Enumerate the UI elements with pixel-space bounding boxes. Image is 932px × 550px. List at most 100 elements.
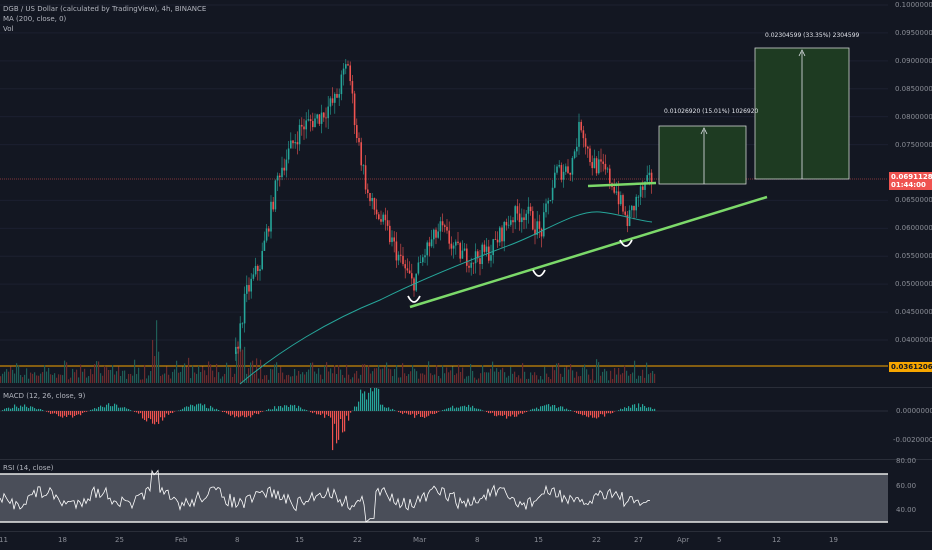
candle-body xyxy=(474,251,477,264)
macd-histogram-bar xyxy=(76,411,78,415)
volume-bar xyxy=(274,364,276,383)
volume-bar xyxy=(572,370,574,383)
volume-bar xyxy=(468,375,470,383)
candle-body xyxy=(488,246,490,261)
macd-histogram-bar xyxy=(492,411,494,413)
macd-histogram-bar xyxy=(8,407,10,411)
candle-body xyxy=(538,221,541,229)
volume-bar xyxy=(610,370,612,383)
macd-histogram-bar xyxy=(342,411,344,433)
macd-histogram-bar xyxy=(602,411,604,415)
volume-bar xyxy=(192,365,194,383)
pane-separator[interactable] xyxy=(0,387,932,388)
macd-histogram-bar xyxy=(216,408,218,411)
candle-body xyxy=(237,346,239,349)
volume-bar xyxy=(268,379,270,383)
macd-histogram-bar xyxy=(548,404,550,411)
candle-body xyxy=(446,226,448,231)
volume-bar xyxy=(172,371,174,383)
macd-histogram-bar xyxy=(4,408,6,411)
volume-bar xyxy=(262,379,264,383)
macd-histogram-bar xyxy=(632,404,634,411)
macd-histogram-bar xyxy=(558,407,560,411)
volume-bar xyxy=(318,368,320,383)
candle-body xyxy=(336,93,338,98)
volume-bar xyxy=(68,379,70,383)
volume-bar xyxy=(34,372,36,383)
rsi-legend[interactable]: RSI (14, close) xyxy=(3,464,54,472)
macd-histogram-bar xyxy=(14,404,16,411)
volume-bar xyxy=(50,374,52,383)
volume-bar xyxy=(470,364,472,383)
macd-axis-label: -0.00200000 xyxy=(893,436,932,444)
volume-bar xyxy=(184,363,186,383)
macd-histogram-bar xyxy=(540,406,542,411)
candle-body xyxy=(435,229,437,238)
macd-histogram-bar xyxy=(72,411,74,418)
macd-histogram-bar xyxy=(130,410,132,411)
macd-histogram-bar xyxy=(626,407,628,411)
candle-body xyxy=(470,262,472,268)
volume-bar xyxy=(270,368,272,383)
macd-histogram-bar xyxy=(496,411,498,417)
macd-histogram-bar xyxy=(156,411,158,422)
candle-body xyxy=(402,255,404,265)
volume-bar xyxy=(22,377,24,383)
macd-histogram-bar xyxy=(266,410,268,411)
volume-bar xyxy=(142,379,144,383)
candle-body xyxy=(426,242,428,256)
macd-histogram-bar xyxy=(382,404,384,411)
macd-histogram-bar xyxy=(512,411,514,415)
candle-body xyxy=(525,213,527,221)
volume-bar xyxy=(558,362,560,383)
macd-histogram-bar xyxy=(582,411,584,416)
volume-bar xyxy=(248,368,250,383)
candle-body xyxy=(461,250,464,259)
macd-histogram-bar xyxy=(186,406,188,411)
volume-bar xyxy=(336,374,338,383)
volume-bar xyxy=(54,373,56,383)
volume-bar xyxy=(160,375,162,383)
neckline xyxy=(587,181,657,188)
macd-histogram-bar xyxy=(158,411,160,424)
candle-body xyxy=(457,241,459,244)
volume-bar xyxy=(360,374,362,383)
macd-histogram-bar xyxy=(638,403,640,411)
ma-indicator-label[interactable]: MA (200, close, 0) xyxy=(3,15,67,23)
volume-bar xyxy=(28,378,30,383)
pane-separator[interactable] xyxy=(0,459,932,460)
macd-histogram-bar xyxy=(562,406,564,411)
volume-bar xyxy=(392,376,394,383)
volume-bar xyxy=(562,376,564,383)
macd-histogram-bar xyxy=(580,411,582,415)
candle-body xyxy=(268,228,270,232)
macd-legend[interactable]: MACD (12, 26, close, 9) xyxy=(3,392,86,400)
candle-body xyxy=(472,262,475,264)
volume-bar xyxy=(508,375,510,383)
volume-bar xyxy=(554,370,556,383)
candle-body xyxy=(378,214,380,220)
volume-bar xyxy=(478,378,480,383)
macd-histogram-bar xyxy=(306,410,308,411)
macd-histogram-bar xyxy=(66,411,68,417)
macd-histogram-bar xyxy=(588,411,590,418)
price-chart[interactable] xyxy=(0,0,888,385)
candle-body xyxy=(499,227,501,243)
measure-label-1: 0.01026920 (15.01%) 1026920 xyxy=(664,108,759,115)
macd-histogram-bar xyxy=(64,411,66,416)
volume-bar xyxy=(128,373,130,383)
volume-indicator-label[interactable]: Vol xyxy=(3,25,14,33)
macd-histogram-bar xyxy=(202,405,204,411)
rsi-chart[interactable] xyxy=(0,460,888,530)
symbol-title[interactable]: DGB / US Dollar (calculated by TradingVi… xyxy=(3,5,207,13)
macd-histogram-bar xyxy=(58,411,60,417)
macd-histogram-bar xyxy=(462,406,464,411)
volume-bar xyxy=(272,369,274,383)
candle-body xyxy=(340,74,343,95)
candle-body xyxy=(400,254,402,256)
macd-chart[interactable] xyxy=(0,388,888,458)
volume-bar xyxy=(488,372,490,383)
